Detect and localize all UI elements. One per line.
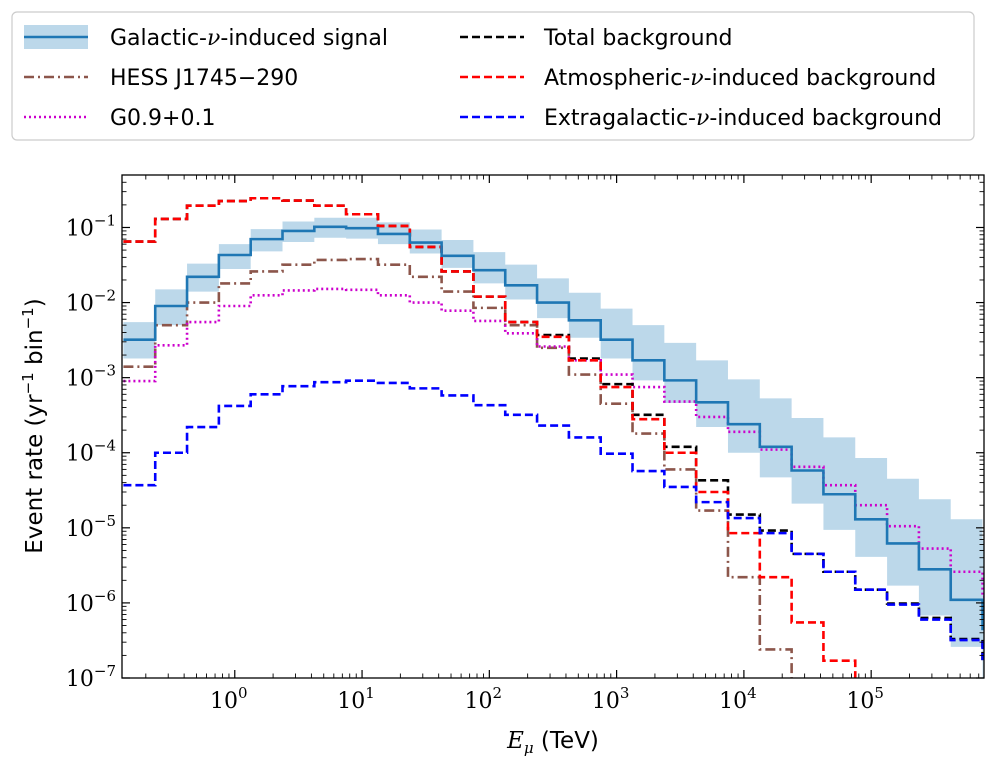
axis-ticks: 100 101 102 103 104 105 10−1 10−2 10−3 10−4 10−5 10… [66,175,984,714]
legend-label-extragalactic: Extragalactic-ν-induced background [544,106,942,131]
y-tick-label: 10−5 [66,512,116,542]
series-galactic-signal [123,225,984,631]
y-axis-label: Event rate (yr−1 bin−1) [19,298,48,553]
y-tick-label: 10−6 [66,587,116,617]
y-tick-label: 10−3 [66,362,116,392]
x-axis-label: Eμ (TeV) [506,728,599,757]
x-tick-label: 103 [592,684,630,714]
x-tick-label: 100 [210,684,248,714]
legend-entry-total: Total background [460,26,733,51]
y-tick-label: 10−1 [66,211,116,241]
legend-box [11,11,975,141]
axes-frame [121,174,985,679]
legend-entry-g09: G0.9+0.1 [24,106,215,131]
series-hess-j1745 [123,257,793,678]
legend-label-galactic: Galactic-ν-induced signal [110,26,388,51]
x-tick-label: 104 [719,684,757,714]
legend-entry-atmospheric: Atmospheric-ν-induced background [460,66,936,91]
legend-entry-extragalactic: Extragalactic-ν-induced background [460,106,942,131]
y-tick-label: 10−2 [66,287,116,317]
signal-uncertainty-band [123,217,984,678]
legend-entry-galactic: Galactic-ν-induced signal [24,25,388,51]
plot-area [123,196,984,678]
legend-label-g09: G0.9+0.1 [110,106,215,131]
legend-entry-hess: HESS J1745−290 [24,66,298,91]
y-tick-label: 10−4 [66,437,116,467]
legend-label-atmospheric: Atmospheric-ν-induced background [544,66,936,91]
series-g09 [123,287,984,599]
y-tick-label: 10−7 [66,662,116,692]
series-atmospheric-background [123,196,857,678]
legend-label-total: Total background [543,26,733,51]
legend-label-hess: HESS J1745−290 [110,66,298,91]
x-tick-label: 101 [337,684,375,714]
series-extragalactic-background [123,379,984,661]
x-tick-label: 102 [465,684,503,714]
x-tick-label: 105 [846,684,884,714]
